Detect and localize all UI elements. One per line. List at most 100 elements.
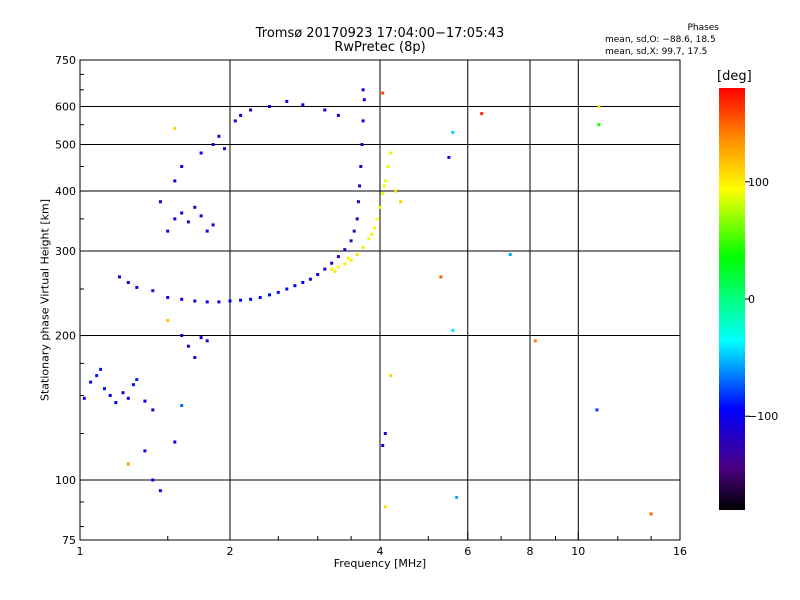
scatter-point [173,217,177,221]
colorbar-ticks: 100 0 −100 [745,176,778,423]
scatter-point [352,229,356,233]
y-tick-label: 500 [55,139,76,152]
scatter-point [381,192,385,196]
scatter-point [205,229,209,233]
scatter-point [103,387,106,391]
scatter-point [126,462,130,466]
scatter-point [143,449,147,453]
scatter-point [336,265,340,269]
scatter-point [382,184,386,188]
scatter-point [389,374,393,378]
scatter-point [268,293,271,297]
colorbar-tick-label: 100 [748,176,769,189]
scatter-point [199,151,203,155]
colorbar-unit-label: [deg] [717,69,752,84]
scatter-point [383,179,387,183]
scatter-point [114,401,118,405]
x-tick-label: 1 [77,545,84,558]
x-tick-label: 4 [377,545,384,558]
scatter-point [323,267,327,271]
scatter-point [358,184,362,188]
scatter-point [131,383,135,387]
scatter-point [143,399,147,403]
gridlines [80,60,680,540]
scatter-point [333,269,337,273]
scatter-point [135,285,139,289]
scatter-point [356,200,360,204]
scatter-point [205,339,209,343]
scatter-point [126,281,130,284]
scatter-point [383,432,387,435]
scatter-point [394,189,398,193]
scatter-point [199,214,203,218]
scatter-point [258,296,262,299]
scatter-point [359,165,363,168]
scatter-point [108,394,112,397]
scatter-point [451,328,455,332]
scatter-point [370,232,374,236]
y-tick-label: 400 [55,185,76,198]
scatter-point [343,262,347,266]
scatter-point [439,275,443,279]
scatter-point [151,478,155,482]
x-tick-label: 10 [571,545,585,558]
scatter-point [316,273,320,276]
y-tick-label: 300 [55,245,76,258]
scatter-point [239,298,243,302]
scatter-point [330,261,334,265]
scatter-point [381,444,385,447]
scatter-point [301,103,305,107]
scatter-point [268,105,271,108]
scatter-point [217,134,221,138]
scatter-point [373,226,376,230]
scatter-point [166,296,170,299]
scatter-point [330,267,334,271]
scatter-point [151,289,155,293]
y-tick-label: 100 [55,474,76,487]
phases-o-mode-stats: mean, sd,O: −88.6, 18.5 [605,35,716,45]
scatter-point [285,287,289,291]
scatter-point [276,290,280,294]
scatter-point [361,119,365,123]
scatter-point [389,151,393,155]
scatter-point [301,281,305,284]
scatter-point [355,217,359,221]
scatter-point [99,367,103,371]
scatter-point [349,239,353,243]
y-axis-ticks: 75 100 200 300 400 500 600 750 [55,54,88,547]
scatter-point [180,334,184,337]
scatter-point [508,253,512,256]
scatter-point [381,91,385,95]
colorbar-tick-label: −100 [748,410,778,423]
scatter-point [375,217,379,221]
scatter-point [239,113,243,117]
scatter-point [223,147,226,151]
scatter-point [451,130,455,134]
colorbar [719,88,745,510]
x-axis-label: Frequency [MHz] [333,557,427,570]
scatter-point [180,404,184,407]
scatter-point [166,319,170,322]
scatter-point [383,505,387,509]
scatter-point [597,105,601,108]
scatter-point [361,88,365,92]
scatter-point [82,396,86,400]
scatter-point [336,255,340,259]
scatter-point [211,143,215,146]
scatter-point [173,179,177,183]
scatter-point [193,205,197,209]
x-tick-label: 16 [673,545,687,558]
scatter-points [82,88,653,516]
scatter-point [360,143,364,146]
scatter-point [293,284,297,288]
scatter-point [323,108,327,112]
phases-title: Phases [687,23,719,33]
phases-stats: Phases mean, sd,O: −88.6, 18.5 mean, sd,… [605,22,725,58]
scatter-point [180,165,184,168]
y-tick-label: 750 [55,54,76,67]
scatter-point [180,211,184,215]
y-axis-label: Stationary phase Virtual Height [km] [38,198,52,402]
scatter-point [597,123,601,127]
scatter-point [346,256,350,260]
scatter-point [173,127,177,130]
